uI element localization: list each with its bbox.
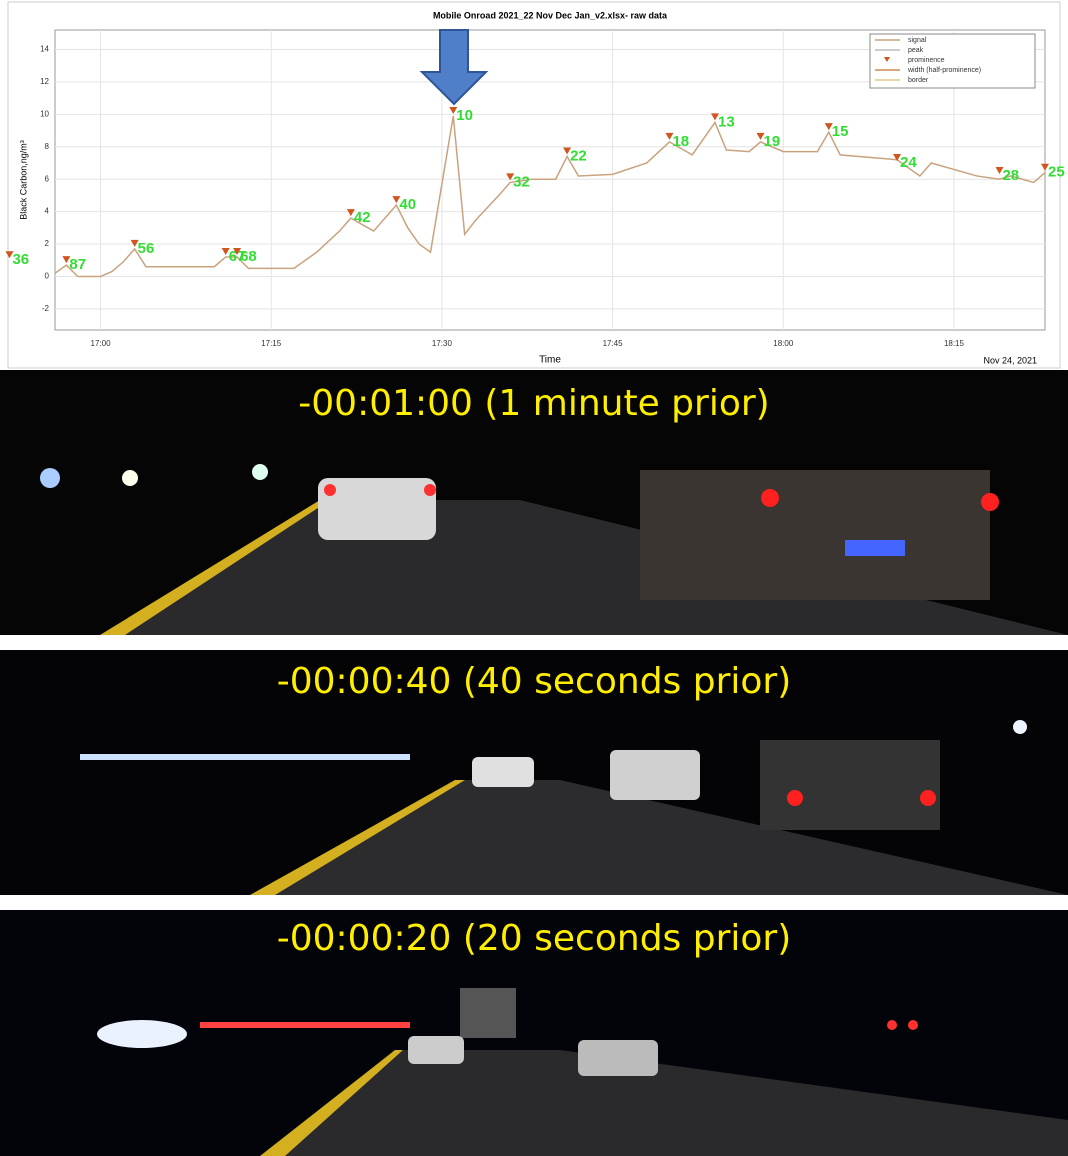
truck [640, 470, 990, 600]
peak-label: 19 [764, 133, 781, 150]
peak-label: 87 [69, 256, 86, 273]
light [908, 1020, 918, 1030]
legend-label: border [908, 77, 929, 84]
legend-label: peak [908, 47, 924, 54]
light [324, 484, 336, 496]
light [787, 790, 803, 806]
peak-label: 40 [399, 196, 416, 213]
y-axis-label: Black Carbon,ng/m³ [18, 140, 28, 220]
legend-label: width (half-prominence) [907, 67, 981, 74]
lights-row [80, 754, 410, 760]
light [40, 468, 60, 488]
light [424, 484, 436, 496]
truck [460, 988, 516, 1038]
peak-label: 36 [12, 251, 29, 268]
peak-label: 10 [456, 107, 473, 124]
x-tick-label: 17:15 [261, 339, 282, 348]
peak-label: 18 [672, 133, 689, 150]
y-tick-label: 2 [45, 239, 50, 248]
caption: -00:00:40 (40 seconds prior) [277, 661, 792, 702]
light [920, 790, 936, 806]
light [761, 489, 779, 507]
truck [760, 740, 940, 830]
y-tick-label: 8 [45, 142, 50, 151]
light [122, 470, 138, 486]
lights-row [200, 1022, 410, 1028]
x-axis-label: Time [539, 355, 561, 366]
x-tick-label: 17:45 [603, 339, 624, 348]
y-tick-label: 14 [40, 45, 49, 54]
car [610, 750, 700, 800]
chart-title: Mobile Onroad 2021_22 Nov Dec Jan_v2.xls… [433, 10, 668, 20]
plate [845, 540, 905, 556]
peak-label: 56 [138, 240, 155, 257]
y-tick-label: 6 [45, 174, 50, 183]
y-tick-label: 4 [45, 207, 50, 216]
car [578, 1040, 658, 1076]
peak-label: 13 [718, 113, 735, 130]
legend-label: prominence [908, 57, 945, 64]
y-tick-label: 10 [40, 109, 49, 118]
light [1013, 720, 1027, 734]
x-tick-label: 17:30 [432, 339, 453, 348]
peak-label: 68 [240, 248, 257, 265]
x-tick-label: 18:15 [944, 339, 965, 348]
y-tick-label: -2 [42, 304, 50, 313]
car [318, 478, 436, 540]
light [97, 1020, 187, 1048]
x-tick-label: 18:00 [773, 339, 794, 348]
legend-label: signal [908, 37, 927, 44]
peak-label: 42 [354, 209, 371, 226]
light [252, 464, 268, 480]
peak-label: 24 [900, 154, 917, 171]
caption: -00:01:00 (1 minute prior) [298, 383, 769, 424]
photo-panels: -00:01:00 (1 minute prior) -00:00:40 (40… [0, 370, 1068, 1156]
peak-label: 32 [513, 173, 530, 190]
y-tick-label: 0 [45, 272, 50, 281]
x-tick-label: 17:00 [91, 339, 112, 348]
light [887, 1020, 897, 1030]
car [408, 1036, 464, 1064]
car [472, 757, 534, 787]
peak-label: 25 [1048, 164, 1065, 181]
peak-label: 28 [1002, 167, 1019, 184]
peak-label: 22 [570, 147, 587, 164]
page: Mobile Onroad 2021_22 Nov Dec Jan_v2.xls… [0, 0, 1068, 1156]
y-tick-label: 12 [40, 77, 49, 86]
date-label: Nov 24, 2021 [983, 355, 1037, 365]
light [981, 493, 999, 511]
peak-label: 15 [832, 123, 849, 140]
caption: -00:00:20 (20 seconds prior) [277, 918, 792, 959]
